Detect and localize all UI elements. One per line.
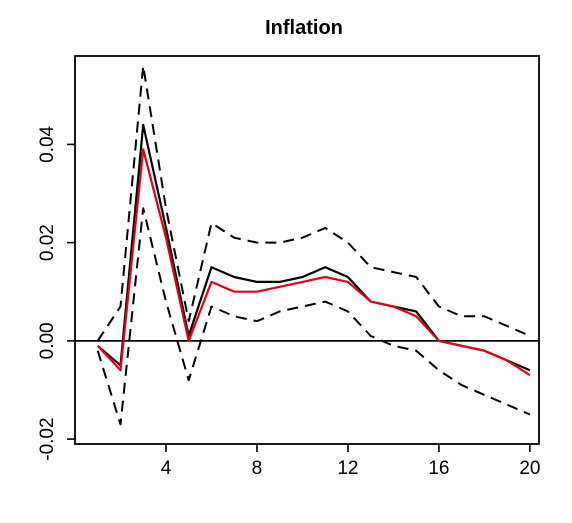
x-tick-label: 8	[252, 458, 263, 479]
y-tick-label: 0.04	[37, 125, 58, 162]
x-tick-label: 16	[428, 458, 449, 479]
series-line-upper-band	[96, 64, 531, 342]
plot-frame	[74, 55, 540, 445]
chart-title: Inflation	[265, 17, 343, 39]
series-line-red-line	[96, 148, 531, 377]
x-tick-label: 12	[337, 458, 358, 479]
y-tick-label: 0.00	[37, 322, 58, 359]
plot-area	[75, 64, 539, 426]
series-line-lower-band	[96, 207, 531, 426]
x-tick-label: 4	[161, 458, 172, 479]
series-line-black-line	[96, 123, 531, 372]
y-tick-label: -0.02	[37, 417, 58, 460]
x-tick-label: 20	[519, 458, 540, 479]
axes: 4 8 12 16 20 -0.02 0.00 0.02 0.04	[37, 125, 540, 479]
y-tick-label: 0.02	[37, 224, 58, 261]
